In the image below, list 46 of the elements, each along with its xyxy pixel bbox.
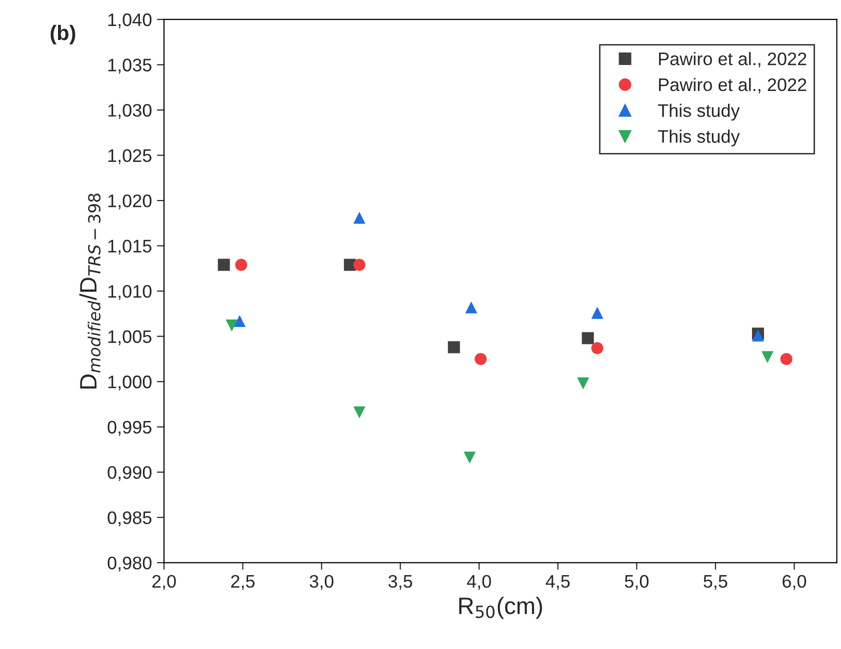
point xyxy=(226,319,238,332)
y-tick-label: 0,990 xyxy=(108,466,152,481)
x-tick-label: 4,0 xyxy=(466,574,491,590)
y-tick-label: 0,980 xyxy=(108,556,152,572)
point xyxy=(235,258,248,271)
y-tick-label: 1,035 xyxy=(108,58,152,74)
x-tick-label: 5,0 xyxy=(624,574,649,590)
point xyxy=(353,212,366,224)
legend-label: Pawiro et al., 2022 xyxy=(659,78,806,94)
point xyxy=(353,258,366,271)
x-axis-title: R$_{50}$(cm) xyxy=(459,596,542,619)
x-tick-label: 4,5 xyxy=(546,575,570,590)
x-tick-label: 6,0 xyxy=(782,574,806,590)
y-axis-title: D$_{modified}$/D$_{TRS−398}$ xyxy=(79,194,101,389)
point xyxy=(591,306,604,319)
legend-label: Pawiro et al., 2022 xyxy=(659,52,806,68)
point xyxy=(218,258,230,271)
y-tick-label: 0,995 xyxy=(108,420,152,436)
point xyxy=(464,452,476,464)
point xyxy=(577,377,590,390)
y-tick-label: 1,000 xyxy=(108,376,152,390)
y-tick-label: 0,985 xyxy=(108,511,152,526)
x-tick-label: 2,5 xyxy=(231,574,255,590)
legend-label: This study xyxy=(658,104,740,121)
y-tick-label: 1,005 xyxy=(108,330,152,346)
point xyxy=(761,351,774,364)
point xyxy=(780,352,792,365)
y-tick-label: 1,010 xyxy=(108,285,152,300)
text: (b) xyxy=(50,24,76,44)
point xyxy=(448,341,460,354)
legend-label: This study xyxy=(658,130,740,146)
point xyxy=(582,332,594,344)
y-tick-label: 1,020 xyxy=(108,194,152,210)
x-tick-label: 3,0 xyxy=(310,574,334,590)
x-tick-label: 3,5 xyxy=(388,574,412,590)
point xyxy=(591,342,604,354)
point xyxy=(465,301,478,314)
x-tick-label: 2,0 xyxy=(152,574,176,590)
point xyxy=(234,314,246,327)
y-tick-label: 1,030 xyxy=(108,104,152,119)
point xyxy=(474,352,487,365)
x-tick-label: 5,5 xyxy=(704,575,728,590)
y-tick-label: 1,040 xyxy=(108,13,152,28)
y-tick-label: 1,015 xyxy=(108,240,152,255)
y-tick-label: 1,025 xyxy=(108,149,152,164)
point xyxy=(353,406,366,418)
